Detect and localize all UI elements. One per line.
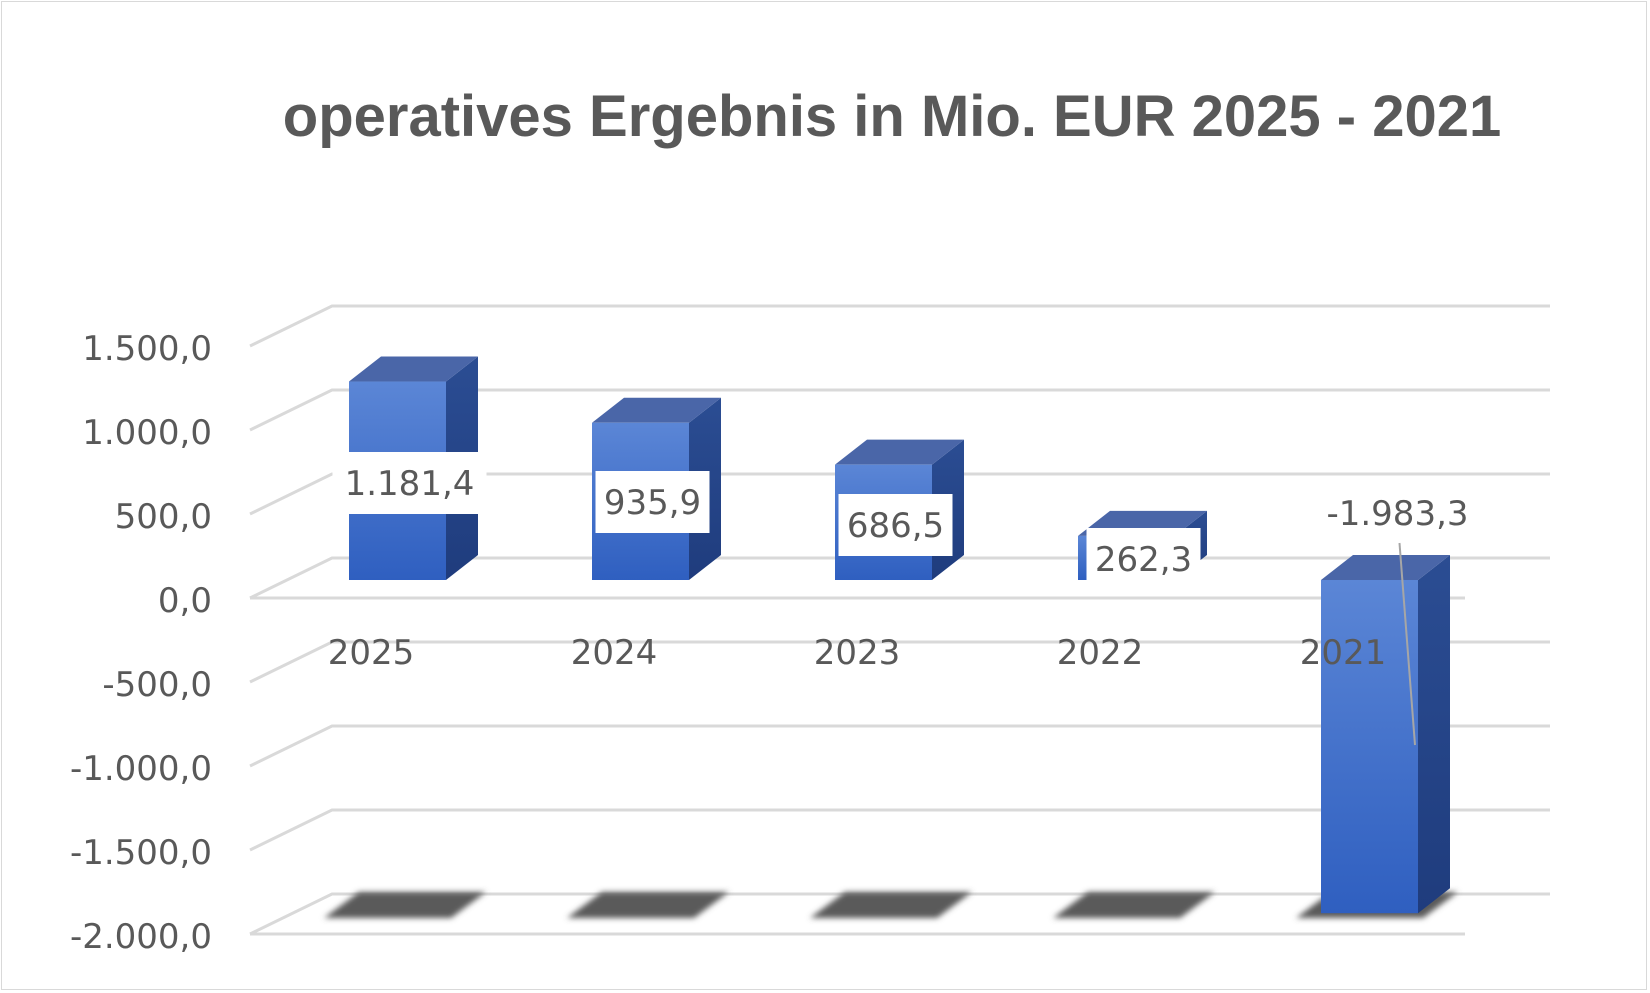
y-tick-label: -1.000,0 xyxy=(70,749,212,789)
gridline xyxy=(249,808,1550,852)
gridline xyxy=(249,388,1550,432)
data-label-box xyxy=(838,494,953,556)
data-label-box xyxy=(595,471,710,533)
y-tick-label: 500,0 xyxy=(115,497,212,537)
gridline xyxy=(249,472,1550,516)
data-label: 935,9 xyxy=(604,483,701,523)
bar-shadow xyxy=(324,892,486,918)
gridline xyxy=(249,304,1550,348)
gridline xyxy=(249,640,1550,684)
bar xyxy=(1321,580,1418,914)
y-tick-label: -500,0 xyxy=(102,665,212,705)
y-tick-label: -2.000,0 xyxy=(70,917,212,957)
y-tick-label: 0,0 xyxy=(158,581,212,621)
y-tick-label: -1.500,0 xyxy=(70,833,212,873)
data-label-box xyxy=(1310,482,1485,544)
data-label: 1.181,4 xyxy=(345,464,475,504)
x-tick-label: 2023 xyxy=(814,633,901,673)
bar-top xyxy=(592,397,721,423)
y-tick-label: 1.000,0 xyxy=(82,413,212,453)
bar-shadow xyxy=(810,892,972,918)
data-label-box xyxy=(1086,528,1201,590)
bar-top xyxy=(1321,555,1450,580)
x-tick-label: 2025 xyxy=(328,633,415,673)
bar-side xyxy=(1418,555,1450,914)
data-label: 686,5 xyxy=(847,506,944,546)
x-tick-label: 2024 xyxy=(571,633,658,673)
leader-line xyxy=(1398,542,1416,746)
chart-title: operatives Ergebnis in Mio. EUR 2025 - 2… xyxy=(282,84,1502,149)
bar-shadow xyxy=(567,892,729,918)
y-tick-label: 1.500,0 xyxy=(82,329,212,369)
x-tick-label: 2021 xyxy=(1300,633,1387,673)
data-label: -1.983,3 xyxy=(1326,494,1468,534)
x-tick-label: 2022 xyxy=(1057,633,1144,673)
gridline xyxy=(249,724,1550,768)
bar-top xyxy=(835,439,964,465)
data-label: 262,3 xyxy=(1095,540,1192,580)
bar-shadow xyxy=(1053,892,1215,918)
data-label-box xyxy=(332,452,487,514)
bar-top xyxy=(349,356,478,382)
